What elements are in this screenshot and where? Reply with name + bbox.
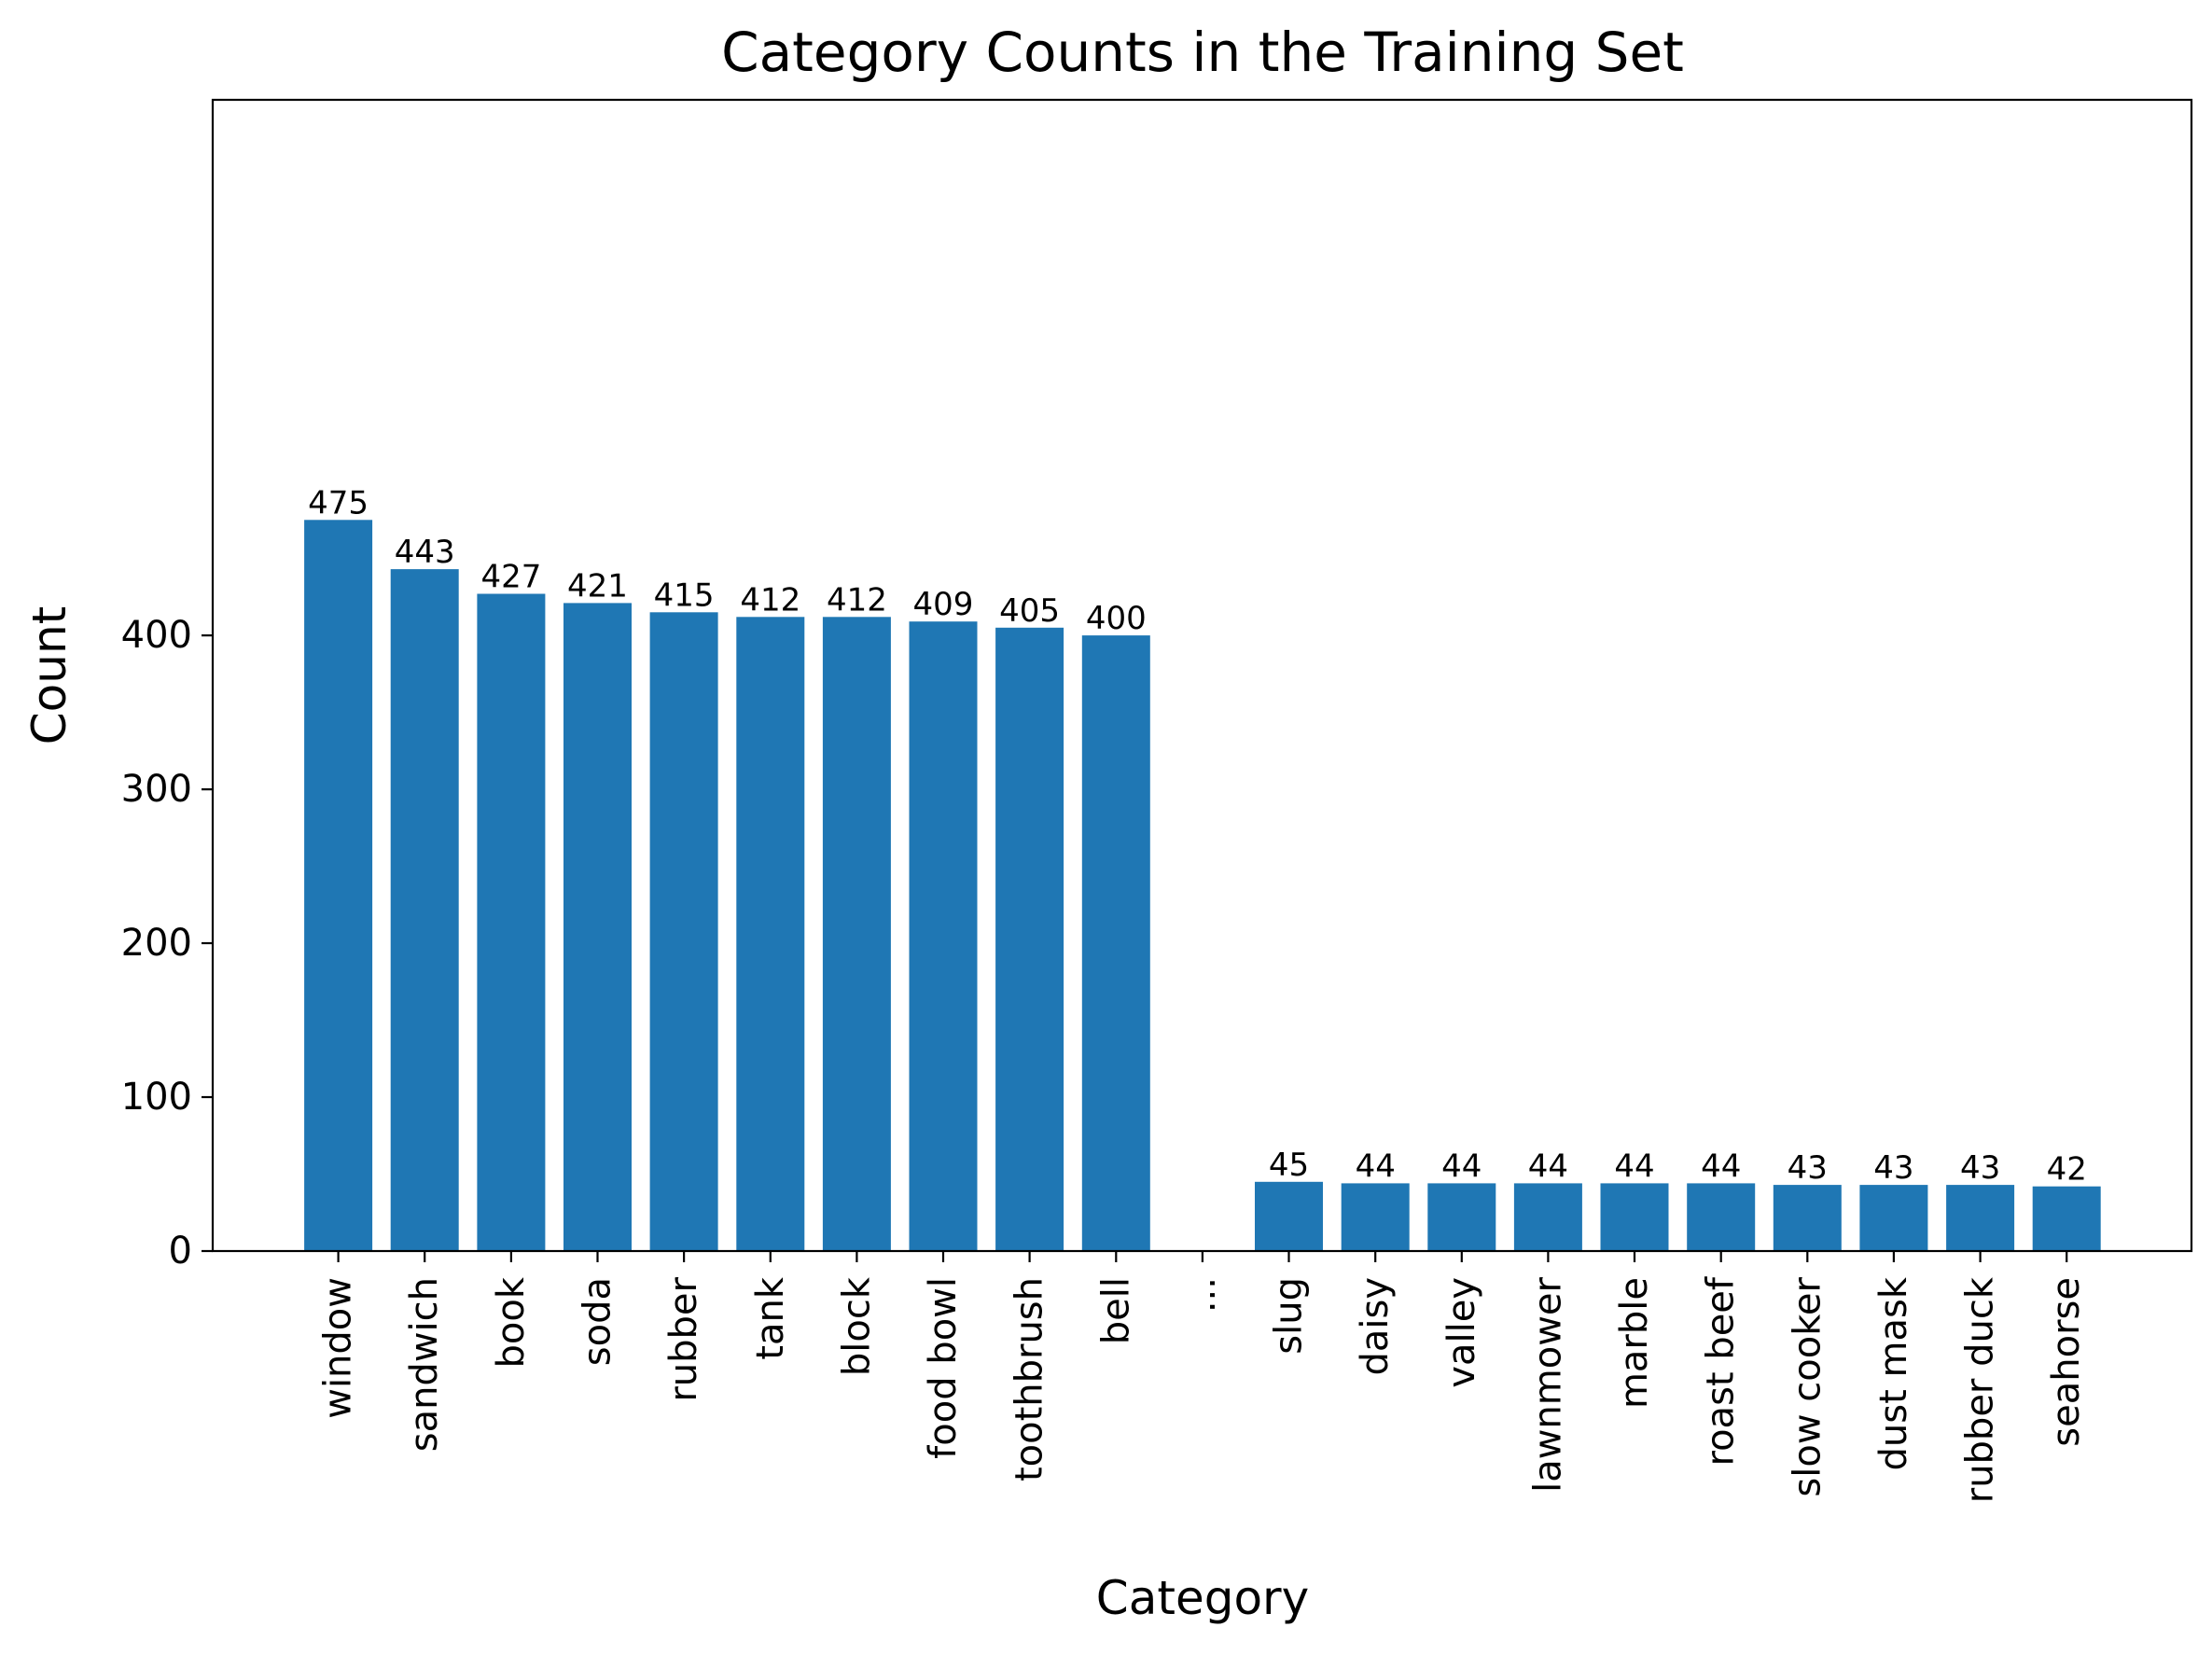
- bar-marble: [1600, 1183, 1669, 1251]
- bar-toothbrush: [995, 627, 1064, 1251]
- bar-valley: [1427, 1183, 1496, 1251]
- x-axis-label: Category: [1096, 1571, 1309, 1625]
- data-label-tank: 412: [740, 581, 800, 619]
- x-tick-label-dust-mask: dust mask: [1872, 1276, 1915, 1470]
- bar-seahorse: [2032, 1186, 2101, 1251]
- chart-title: Category Counts in the Training Set: [721, 21, 1684, 84]
- x-tick-label-slow-cooker: slow cooker: [1786, 1276, 1829, 1496]
- x-tick-label-daisy: daisy: [1354, 1277, 1397, 1376]
- data-label-daisy: 44: [1356, 1147, 1396, 1185]
- bar-sandwich: [390, 569, 459, 1251]
- y-tick-label-300: 300: [121, 768, 192, 811]
- data-label-food-bowl: 409: [913, 586, 974, 623]
- bar-window: [304, 520, 373, 1251]
- bar-rubber: [649, 612, 718, 1251]
- data-label-book: 427: [480, 559, 541, 596]
- x-tick-label-soda: soda: [577, 1277, 619, 1366]
- bar-slow-cooker: [1773, 1185, 1842, 1251]
- data-label-seahorse: 42: [2047, 1151, 2087, 1189]
- data-label-soda: 421: [567, 567, 628, 605]
- y-tick-label-0: 0: [169, 1230, 192, 1273]
- bar-soda: [563, 603, 632, 1251]
- data-label-valley: 44: [1441, 1147, 1482, 1185]
- bar-roast-beef: [1687, 1183, 1756, 1251]
- plot-frame: [211, 98, 2193, 1253]
- data-label-toothbrush: 405: [999, 592, 1060, 630]
- data-label-roast-beef: 44: [1701, 1147, 1741, 1185]
- y-tick-label-100: 100: [121, 1076, 192, 1119]
- x-tick-label-marble: marble: [1613, 1277, 1656, 1409]
- x-tick-label-food-bowl: food bowl: [922, 1277, 965, 1459]
- x-tick-label-toothbrush: toothbrush: [1009, 1277, 1051, 1481]
- data-label-block: 412: [827, 581, 887, 619]
- bar-food-bowl: [909, 621, 978, 1251]
- data-label-dust-mask: 43: [1873, 1149, 1913, 1187]
- x-tick-label-roast-beef: roast beef: [1700, 1276, 1743, 1466]
- data-label-rubber: 415: [654, 577, 715, 614]
- x-tick-label-valley: valley: [1440, 1277, 1483, 1388]
- x-tick-label-ellipsis: ...: [1181, 1277, 1224, 1313]
- x-tick-label-lawnmower: lawnmower: [1526, 1276, 1569, 1492]
- bar-slug: [1255, 1181, 1323, 1251]
- x-tick-label-slug: slug: [1268, 1277, 1311, 1355]
- data-labels-group: 475 443 427 421 415 412 412 409 405 400 45 44 44 44 44…: [308, 484, 2087, 1188]
- y-tick-label-200: 200: [121, 922, 192, 965]
- x-tick-label-rubber: rubber: [662, 1276, 705, 1401]
- bars-group: [304, 520, 2101, 1251]
- data-label-window: 475: [308, 484, 369, 522]
- x-tick-label-rubber-duck: rubber duck: [1959, 1276, 2002, 1503]
- bar-block: [822, 617, 891, 1251]
- bar-tank: [736, 617, 805, 1251]
- y-axis-label: Count: [22, 606, 77, 745]
- x-tick-label-seahorse: seahorse: [2045, 1277, 2088, 1447]
- x-axis: window sandwich book soda rubber tank block foo…: [317, 1251, 2088, 1503]
- x-tick-label-sandwich: sandwich: [403, 1277, 446, 1452]
- bar-bell: [1081, 635, 1150, 1251]
- x-tick-label-window: window: [317, 1277, 360, 1419]
- data-label-rubber-duck: 43: [1960, 1149, 2000, 1187]
- y-axis: 0 100 200 300 400: [121, 614, 213, 1273]
- y-tick-label-400: 400: [121, 614, 192, 657]
- data-label-lawnmower: 44: [1528, 1147, 1568, 1185]
- data-label-slow-cooker: 43: [1788, 1149, 1828, 1187]
- x-tick-label-book: book: [490, 1276, 533, 1368]
- bar-book: [477, 593, 546, 1251]
- data-label-marble: 44: [1614, 1147, 1654, 1185]
- x-tick-label-block: block: [835, 1276, 878, 1376]
- data-label-slug: 45: [1269, 1147, 1309, 1184]
- data-label-bell: 400: [1086, 600, 1147, 637]
- bar-rubber-duck: [1946, 1185, 2015, 1251]
- x-tick-label-tank: tank: [749, 1276, 792, 1360]
- bar-daisy: [1341, 1183, 1410, 1251]
- x-tick-label-bell: bell: [1094, 1277, 1137, 1344]
- bar-dust-mask: [1859, 1185, 1928, 1251]
- data-label-sandwich: 443: [395, 534, 455, 571]
- bar-lawnmower: [1513, 1183, 1582, 1251]
